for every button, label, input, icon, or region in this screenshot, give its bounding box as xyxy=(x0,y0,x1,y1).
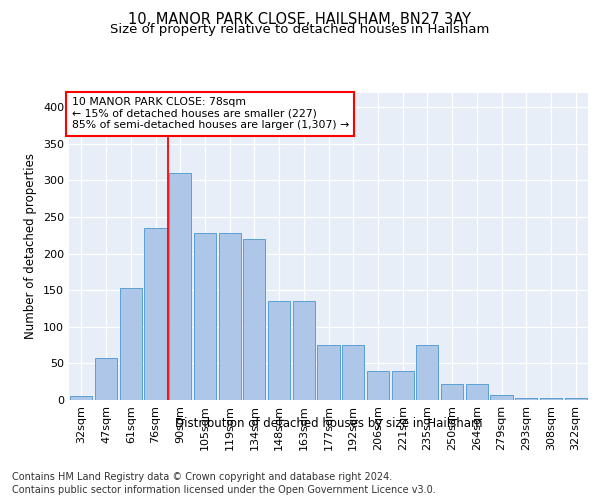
Bar xyxy=(565,398,587,400)
Text: Contains HM Land Registry data © Crown copyright and database right 2024.: Contains HM Land Registry data © Crown c… xyxy=(12,472,392,482)
Bar xyxy=(540,398,562,400)
Bar xyxy=(515,398,538,400)
Bar xyxy=(392,370,414,400)
Bar xyxy=(490,395,512,400)
Bar xyxy=(317,345,340,400)
Y-axis label: Number of detached properties: Number of detached properties xyxy=(25,153,37,339)
Bar xyxy=(119,288,142,400)
Bar xyxy=(70,396,92,400)
Bar xyxy=(293,301,315,400)
Bar xyxy=(367,370,389,400)
Text: Distribution of detached houses by size in Hailsham: Distribution of detached houses by size … xyxy=(175,418,482,430)
Text: Size of property relative to detached houses in Hailsham: Size of property relative to detached ho… xyxy=(110,22,490,36)
Bar xyxy=(268,301,290,400)
Bar xyxy=(169,173,191,400)
Text: Contains public sector information licensed under the Open Government Licence v3: Contains public sector information licen… xyxy=(12,485,436,495)
Bar xyxy=(342,345,364,400)
Bar xyxy=(194,233,216,400)
Bar xyxy=(466,384,488,400)
Bar xyxy=(441,384,463,400)
Bar xyxy=(95,358,117,400)
Bar xyxy=(218,233,241,400)
Text: 10 MANOR PARK CLOSE: 78sqm
← 15% of detached houses are smaller (227)
85% of sem: 10 MANOR PARK CLOSE: 78sqm ← 15% of deta… xyxy=(71,97,349,130)
Bar xyxy=(416,345,439,400)
Bar xyxy=(145,228,167,400)
Text: 10, MANOR PARK CLOSE, HAILSHAM, BN27 3AY: 10, MANOR PARK CLOSE, HAILSHAM, BN27 3AY xyxy=(128,12,472,28)
Bar xyxy=(243,239,265,400)
